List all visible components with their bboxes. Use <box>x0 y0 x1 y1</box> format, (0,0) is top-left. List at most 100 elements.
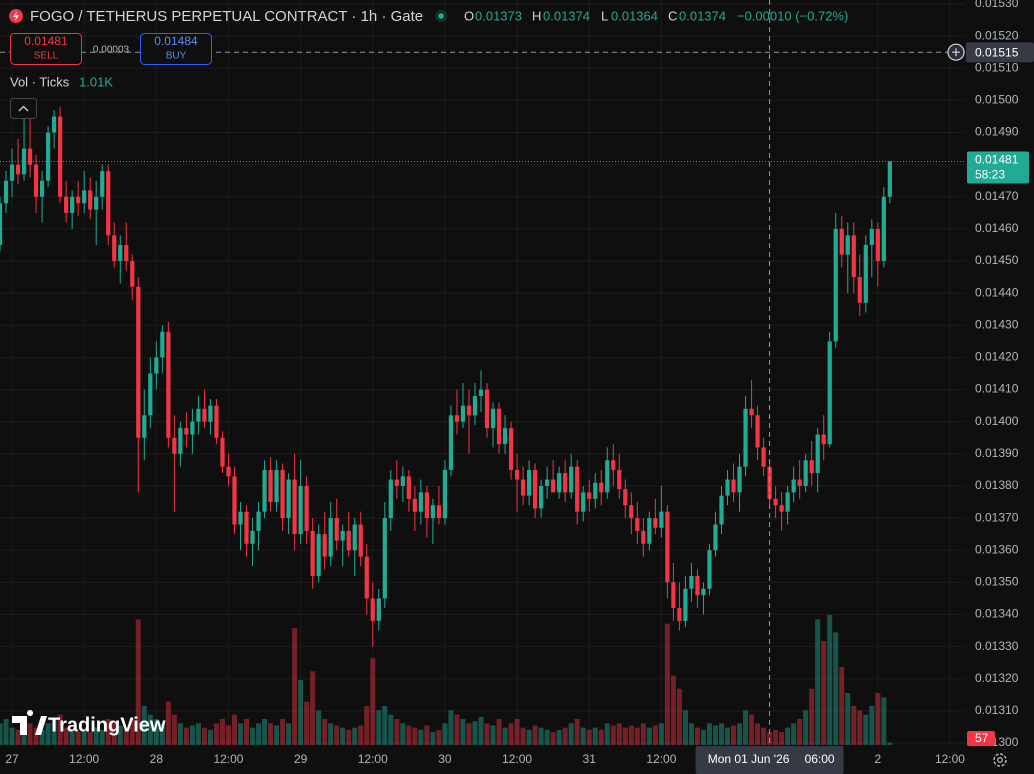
volume-bar <box>177 723 183 745</box>
candle-body <box>448 415 454 470</box>
candle-body <box>508 428 514 470</box>
volume-bar <box>39 729 45 745</box>
volume-bar <box>123 727 129 745</box>
volume-bar <box>562 727 568 745</box>
volume-bar <box>809 688 815 745</box>
volume-bar <box>592 727 598 745</box>
candle-body <box>484 389 490 429</box>
candle-body <box>112 235 117 262</box>
candle-body <box>262 469 267 512</box>
volume-bar <box>346 729 352 745</box>
y-tick-label: 0.01380 <box>975 478 1019 492</box>
candle-body <box>725 479 730 496</box>
volume-bar <box>442 723 448 745</box>
volume-bar <box>219 719 225 745</box>
candle-body <box>551 479 556 493</box>
volume-bar <box>262 719 268 745</box>
x-tick-label: 28 <box>150 752 164 766</box>
volume-bar <box>779 732 785 745</box>
buy-button[interactable] <box>140 33 212 65</box>
volume-legend-label[interactable]: Vol · Ticks <box>10 74 70 89</box>
volume-bar <box>815 619 821 745</box>
volume-bar <box>514 719 520 745</box>
volume-bar <box>370 658 376 745</box>
volume-bar <box>171 714 177 745</box>
volume-bar <box>418 729 424 745</box>
volume-bar <box>394 719 400 745</box>
ohlc-value: 0.01374 <box>543 8 590 23</box>
candle-body <box>106 171 111 236</box>
candle-body <box>815 434 820 474</box>
y-tick-label: 0.01430 <box>975 317 1019 331</box>
tradingview-icon <box>12 710 47 735</box>
volume-bar <box>845 693 851 745</box>
countdown-label: 58:23 <box>975 168 1005 182</box>
candle-body <box>364 556 369 599</box>
volume-bar <box>502 727 508 745</box>
volume-bar <box>3 719 9 745</box>
volume-bar <box>9 727 15 745</box>
volume-bar <box>201 727 207 745</box>
volume-bar <box>550 732 556 745</box>
volume-bar <box>93 727 99 745</box>
volume-bar <box>634 727 640 745</box>
settings-icon[interactable] <box>993 753 1007 767</box>
candle-body <box>430 505 436 519</box>
collapse-button[interactable] <box>10 98 37 119</box>
volume-bar <box>256 723 262 745</box>
volume-bar <box>839 667 845 745</box>
volume-bar <box>773 729 779 745</box>
volume-bar <box>340 727 346 745</box>
candle-body <box>557 473 562 493</box>
candle-body <box>605 460 610 493</box>
volume-bar <box>33 727 39 745</box>
y-tick-label: 0.01330 <box>975 639 1019 653</box>
volume-bar <box>610 725 616 745</box>
candle-body <box>737 466 742 493</box>
volume-bar <box>310 671 316 745</box>
volume-bar <box>556 729 562 745</box>
candle-body <box>797 479 802 486</box>
candle-body <box>779 505 784 512</box>
volume-bar <box>105 719 111 745</box>
candle-body <box>256 511 261 531</box>
x-tick-label: 12:00 <box>935 752 965 766</box>
chart-title[interactable]: FOGO / TETHERUS PERPETUAL CONTRACT · 1h … <box>30 8 423 25</box>
candle-body <box>647 518 652 544</box>
candle-body <box>166 331 171 438</box>
candle-body <box>424 492 429 519</box>
volume-bar <box>292 628 298 745</box>
volume-bar <box>574 719 580 745</box>
candle-body <box>100 171 105 197</box>
y-tick-label: 0.01530 <box>975 0 1019 10</box>
volume-bar <box>670 675 676 745</box>
x-tick-label: 12:00 <box>213 752 243 766</box>
sell-button[interactable] <box>10 33 82 65</box>
volume-bar <box>652 725 658 745</box>
candle-body <box>9 164 15 181</box>
volume-bar <box>57 714 63 745</box>
volume-bar <box>153 719 159 745</box>
plot-layer <box>0 0 965 745</box>
volume-bar <box>87 732 93 745</box>
tradingview-logo[interactable]: TradingView <box>48 714 166 736</box>
candle-body <box>683 588 688 621</box>
candle-body <box>689 575 694 589</box>
candle-body <box>677 608 682 621</box>
candle-body <box>821 434 826 445</box>
candle-body <box>52 116 57 133</box>
ohlc-label: L <box>601 8 608 23</box>
volume-bar <box>448 710 454 745</box>
volume-bar <box>334 725 340 745</box>
candle-body <box>88 190 93 210</box>
candle-body <box>809 460 814 474</box>
candle-body <box>478 389 484 396</box>
candle-body <box>520 479 526 496</box>
candle-body <box>406 476 411 499</box>
candle-body <box>827 341 832 445</box>
volume-bar <box>508 723 514 745</box>
market-status-ring <box>435 10 447 22</box>
ohlc-label: O <box>464 8 474 23</box>
volume-bar <box>785 727 791 745</box>
